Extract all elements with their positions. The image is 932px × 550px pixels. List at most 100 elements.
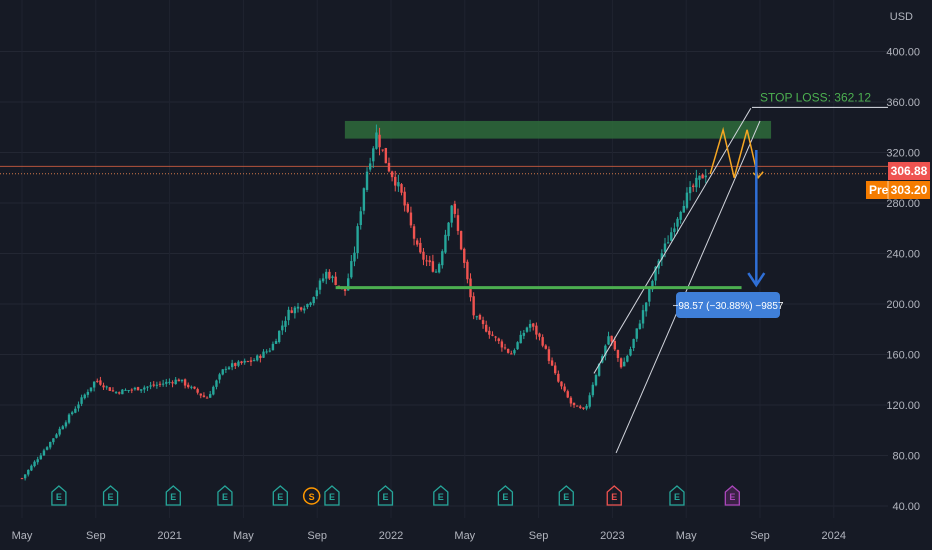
- candle-body[interactable]: [180, 379, 184, 382]
- candle-body[interactable]: [39, 455, 43, 460]
- candle-body[interactable]: [365, 171, 369, 190]
- candle-body[interactable]: [196, 389, 199, 393]
- event-marker-e[interactable]: E: [669, 485, 685, 506]
- candle-body[interactable]: [610, 335, 613, 342]
- candle-body[interactable]: [619, 358, 623, 368]
- candle-body[interactable]: [434, 271, 438, 273]
- candle-body[interactable]: [550, 360, 554, 366]
- candle-body[interactable]: [265, 351, 268, 353]
- candle-body[interactable]: [701, 174, 704, 179]
- candle-body[interactable]: [237, 361, 240, 366]
- candle-body[interactable]: [390, 171, 394, 178]
- candle-body[interactable]: [346, 278, 350, 291]
- candle-body[interactable]: [27, 469, 30, 475]
- candle-body[interactable]: [579, 406, 582, 408]
- candle-body[interactable]: [597, 363, 601, 376]
- candle-body[interactable]: [96, 380, 99, 382]
- candle-body[interactable]: [268, 350, 271, 352]
- candle-body[interactable]: [299, 307, 303, 310]
- candle-body[interactable]: [635, 328, 638, 339]
- candle-body[interactable]: [679, 211, 682, 220]
- channel-upper-line[interactable]: [593, 108, 752, 374]
- resistance-zone[interactable]: [344, 120, 772, 139]
- candle-body[interactable]: [227, 367, 231, 370]
- target-arrow[interactable]: [747, 149, 766, 288]
- candle-body[interactable]: [651, 280, 654, 290]
- candle-body[interactable]: [309, 302, 312, 306]
- candle-body[interactable]: [692, 185, 695, 187]
- candle-body[interactable]: [36, 459, 39, 463]
- candle-body[interactable]: [547, 349, 551, 361]
- candle-body[interactable]: [23, 474, 27, 479]
- candle-body[interactable]: [660, 253, 664, 260]
- candle-body[interactable]: [485, 324, 488, 332]
- stop-loss[interactable]: STOP LOSS: 362.12: [752, 90, 888, 108]
- candle-body[interactable]: [243, 360, 246, 363]
- candle-body[interactable]: [67, 414, 71, 423]
- candle-body[interactable]: [368, 163, 372, 170]
- event-marker-e[interactable]: E: [433, 485, 449, 506]
- candle-body[interactable]: [641, 310, 645, 324]
- candle-body[interactable]: [102, 385, 105, 388]
- measurement-label[interactable]: −98.57 (−30.88%) −9857: [673, 292, 784, 318]
- candle-body[interactable]: [475, 316, 478, 318]
- candle-body[interactable]: [165, 381, 168, 384]
- candle-body[interactable]: [271, 343, 275, 351]
- candle-body[interactable]: [497, 338, 500, 341]
- candle-body[interactable]: [218, 374, 221, 380]
- candle-body[interactable]: [252, 360, 256, 362]
- candle-body[interactable]: [447, 222, 450, 237]
- candle-body[interactable]: [149, 385, 152, 387]
- candle-body[interactable]: [303, 308, 306, 311]
- event-marker-s[interactable]: S: [302, 487, 321, 505]
- candle-body[interactable]: [296, 306, 300, 309]
- candles[interactable]: [20, 124, 707, 481]
- candle-body[interactable]: [202, 395, 206, 398]
- candle-body[interactable]: [560, 381, 563, 387]
- candle-body[interactable]: [572, 402, 576, 406]
- candle-body[interactable]: [422, 251, 425, 260]
- candle-body[interactable]: [670, 232, 673, 241]
- candle-body[interactable]: [472, 296, 475, 316]
- candle-body[interactable]: [190, 386, 193, 388]
- candle-body[interactable]: [171, 382, 174, 384]
- x-axis[interactable]: May Sep 2021 May Sep 2022 May Sep 2023 May Sep 2024: [12, 530, 846, 542]
- measurement-box[interactable]: [676, 292, 780, 318]
- candle-body[interactable]: [33, 461, 36, 467]
- candle-body[interactable]: [215, 380, 218, 387]
- candle-body[interactable]: [541, 337, 544, 346]
- candle-body[interactable]: [594, 375, 598, 386]
- candle-body[interactable]: [259, 355, 262, 359]
- candle-body[interactable]: [83, 394, 86, 399]
- candle-body[interactable]: [328, 271, 331, 279]
- candle-body[interactable]: [61, 426, 64, 430]
- event-marker-e[interactable]: E: [324, 485, 340, 506]
- candle-body[interactable]: [187, 384, 190, 388]
- candle-body[interactable]: [431, 261, 435, 272]
- candle-body[interactable]: [49, 441, 52, 448]
- candle-body[interactable]: [306, 303, 309, 308]
- candle-body[interactable]: [425, 260, 428, 262]
- candle-body[interactable]: [161, 383, 165, 385]
- resistance-zone-rect[interactable]: [344, 120, 772, 139]
- candle-body[interactable]: [522, 332, 526, 336]
- candle-body[interactable]: [290, 310, 293, 313]
- candle-body[interactable]: [221, 369, 224, 375]
- candle-body[interactable]: [566, 391, 569, 398]
- candle-body[interactable]: [42, 450, 46, 456]
- projection-zigzag[interactable]: [709, 126, 764, 179]
- candle-body[interactable]: [459, 231, 463, 250]
- candle-body[interactable]: [208, 394, 212, 398]
- candle-body[interactable]: [183, 379, 187, 386]
- candle-body[interactable]: [682, 205, 686, 213]
- event-marker-e[interactable]: E: [558, 485, 574, 506]
- candle-body[interactable]: [143, 387, 146, 390]
- candle-body[interactable]: [415, 240, 419, 245]
- candle-body[interactable]: [632, 339, 635, 349]
- event-marker-e[interactable]: E: [102, 485, 119, 506]
- candle-body[interactable]: [444, 234, 447, 253]
- candle-body[interactable]: [582, 407, 585, 409]
- candle-body[interactable]: [249, 360, 253, 362]
